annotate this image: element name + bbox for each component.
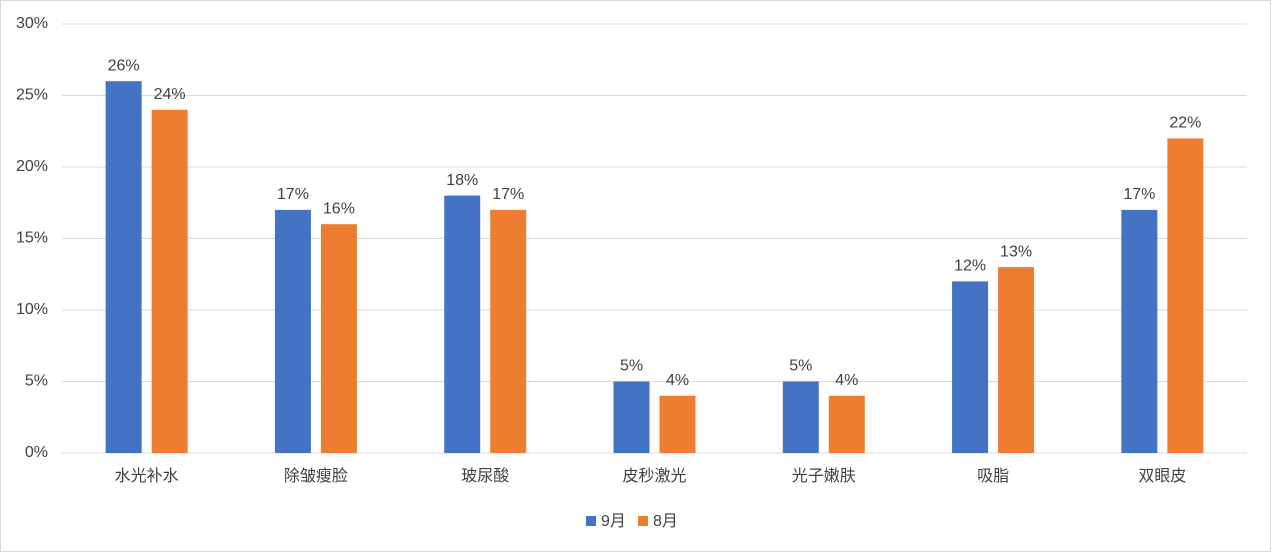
bar	[490, 209, 527, 453]
x-tick-label: 吸脂	[977, 467, 1009, 485]
x-tick-label: 除皱瘦脸	[284, 467, 348, 485]
value-label: 17%	[492, 186, 524, 203]
x-tick-label: 玻尿酸	[461, 467, 509, 485]
bar	[659, 395, 696, 453]
value-label: 13%	[1000, 243, 1032, 260]
bar	[1121, 209, 1158, 453]
value-label: 4%	[835, 372, 858, 389]
y-tick-label: 30%	[16, 15, 48, 32]
legend-label: 8月	[653, 513, 678, 530]
bar	[274, 209, 311, 453]
value-label: 12%	[954, 258, 986, 275]
y-tick-label: 15%	[16, 230, 48, 247]
value-label: 17%	[277, 186, 309, 203]
bar	[105, 81, 142, 453]
legend-label: 9月	[601, 513, 626, 530]
y-tick-label: 20%	[16, 158, 48, 175]
x-tick-label: 水光补水	[115, 467, 179, 485]
y-tick-label: 0%	[25, 444, 48, 461]
legend-swatch	[638, 516, 648, 526]
value-label: 16%	[323, 200, 355, 217]
y-tick-label: 5%	[25, 373, 48, 390]
value-label: 5%	[620, 358, 643, 375]
bar	[998, 267, 1035, 453]
bar	[952, 281, 989, 453]
bar	[613, 381, 650, 453]
value-label: 18%	[446, 172, 478, 189]
value-label: 4%	[666, 372, 689, 389]
bar	[828, 395, 865, 453]
bar	[1167, 138, 1204, 453]
value-label: 22%	[1169, 115, 1201, 132]
y-tick-label: 10%	[16, 301, 48, 318]
x-tick-label: 双眼皮	[1138, 467, 1186, 485]
bar	[320, 224, 357, 453]
x-tick-label: 皮秒激光	[622, 467, 686, 485]
legend-swatch	[586, 516, 596, 526]
bar	[151, 109, 188, 454]
value-label: 17%	[1123, 186, 1155, 203]
y-tick-label: 25%	[16, 87, 48, 104]
value-label: 5%	[789, 358, 812, 375]
value-label: 24%	[154, 86, 186, 103]
bar	[444, 195, 481, 453]
bar	[782, 381, 819, 453]
x-tick-label: 光子嫩肤	[792, 467, 856, 485]
value-label: 26%	[108, 57, 140, 74]
